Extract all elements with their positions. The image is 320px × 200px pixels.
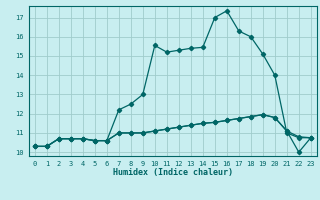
X-axis label: Humidex (Indice chaleur): Humidex (Indice chaleur) [113, 168, 233, 177]
